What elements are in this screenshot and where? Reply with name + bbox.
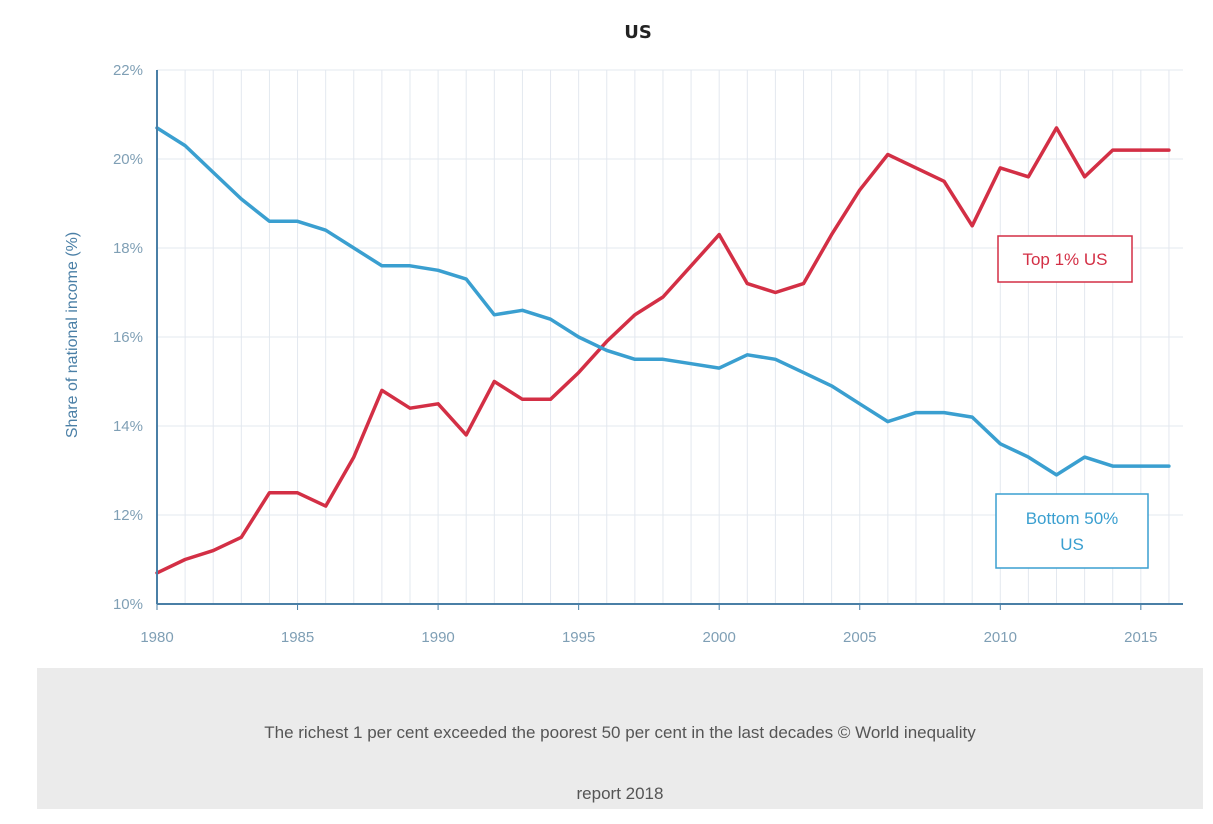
- series-label-text: Top 1% US: [1022, 250, 1107, 269]
- x-tick-label: 1980: [140, 629, 173, 646]
- y-tick-label: 22%: [113, 62, 143, 79]
- y-tick-label: 20%: [113, 151, 143, 168]
- series-label-box: Bottom 50% US: [995, 493, 1149, 569]
- caption-box: The richest 1 per cent exceeded the poor…: [37, 668, 1203, 809]
- line-chart: US Share of national income (%) 10% 12% 14…: [64, 22, 1183, 646]
- series-line: [155, 126, 1171, 477]
- x-tick-label: 1995: [562, 629, 595, 646]
- series-label-box: Top 1% US: [997, 235, 1133, 283]
- y-tick-label: 18%: [113, 240, 143, 257]
- caption-line-1: The richest 1 per cent exceeded the poor…: [264, 723, 976, 742]
- chart-area: US Share of national income (%) 10% 12% 14…: [64, 22, 1183, 646]
- series-line: [155, 126, 1171, 575]
- y-tick-label: 12%: [113, 507, 143, 524]
- series-label-text: US: [1060, 535, 1084, 554]
- series-lines: [155, 126, 1171, 575]
- y-tick-label: 14%: [113, 418, 143, 435]
- y-tick-label: 16%: [113, 329, 143, 346]
- x-tick-label: 2000: [703, 629, 736, 646]
- x-tick-label: 1990: [421, 629, 454, 646]
- y-tick-label: 10%: [113, 596, 143, 613]
- caption-line-2: report 2018: [576, 784, 664, 803]
- x-tick-label: 1985: [281, 629, 314, 646]
- series-labels: Top 1% US Bottom 50% US: [995, 235, 1149, 569]
- x-tick-label: 2005: [843, 629, 876, 646]
- y-axis-label: Share of national income (%): [64, 232, 81, 438]
- tick-labels: 10% 12% 14% 16% 18% 20% 22% 1980 1985 1990 1995 200…: [113, 62, 1158, 646]
- chart-title: US: [624, 22, 652, 43]
- series-label-text: Bottom 50%: [1026, 509, 1119, 528]
- x-tick-label: 2010: [984, 629, 1017, 646]
- x-tick-label: 2015: [1124, 629, 1157, 646]
